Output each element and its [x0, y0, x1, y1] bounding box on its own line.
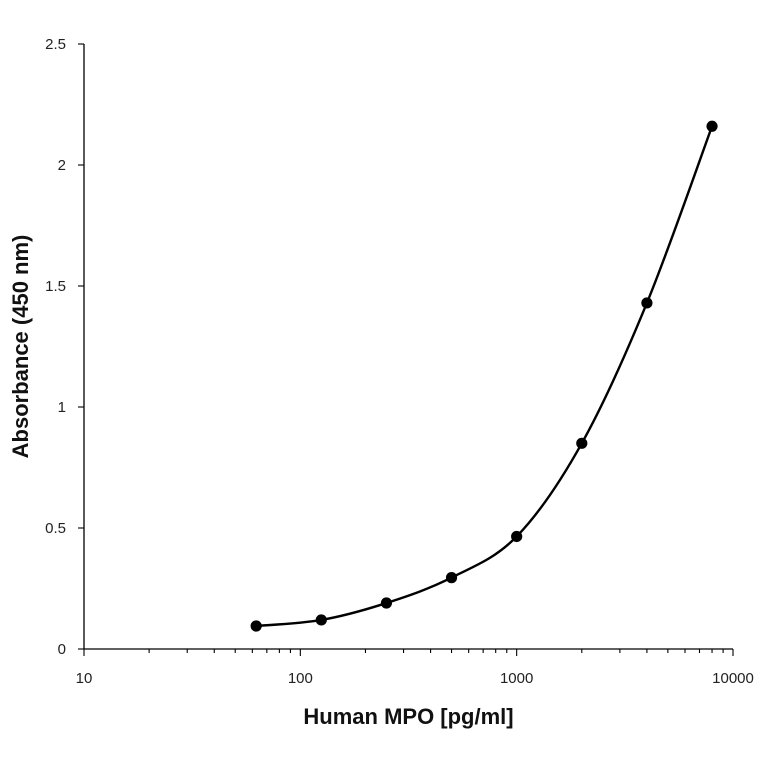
- y-axis-title: Absorbance (450 nm): [8, 235, 33, 459]
- data-point: [576, 437, 588, 449]
- x-tick-label: 10: [76, 670, 93, 687]
- data-point: [445, 572, 458, 584]
- data-points: [250, 120, 718, 632]
- x-tick-label: 100: [288, 670, 313, 687]
- x-axis-ticks: 10 100 1000 10000: [76, 649, 754, 687]
- x-axis-title: Human MPO [pg/ml]: [303, 704, 513, 729]
- data-point: [250, 620, 262, 632]
- data-point: [706, 120, 718, 132]
- x-tick-label: 1000: [500, 670, 533, 687]
- y-tick-label: 0: [58, 641, 66, 658]
- data-point: [641, 297, 653, 309]
- y-tick-label: 2: [58, 157, 66, 174]
- y-axis-ticks: 0 0.5 1 1.5 2 2.5: [45, 36, 84, 658]
- data-point: [315, 614, 327, 626]
- data-point: [380, 597, 393, 609]
- fitted-curve: [256, 125, 714, 628]
- y-tick-label: 0.5: [45, 520, 66, 537]
- y-tick-label: 2.5: [45, 36, 66, 53]
- y-tick-label: 1.5: [45, 278, 66, 295]
- y-tick-label: 1: [58, 399, 66, 416]
- data-point: [511, 530, 523, 543]
- x-tick-label: 10000: [712, 670, 754, 687]
